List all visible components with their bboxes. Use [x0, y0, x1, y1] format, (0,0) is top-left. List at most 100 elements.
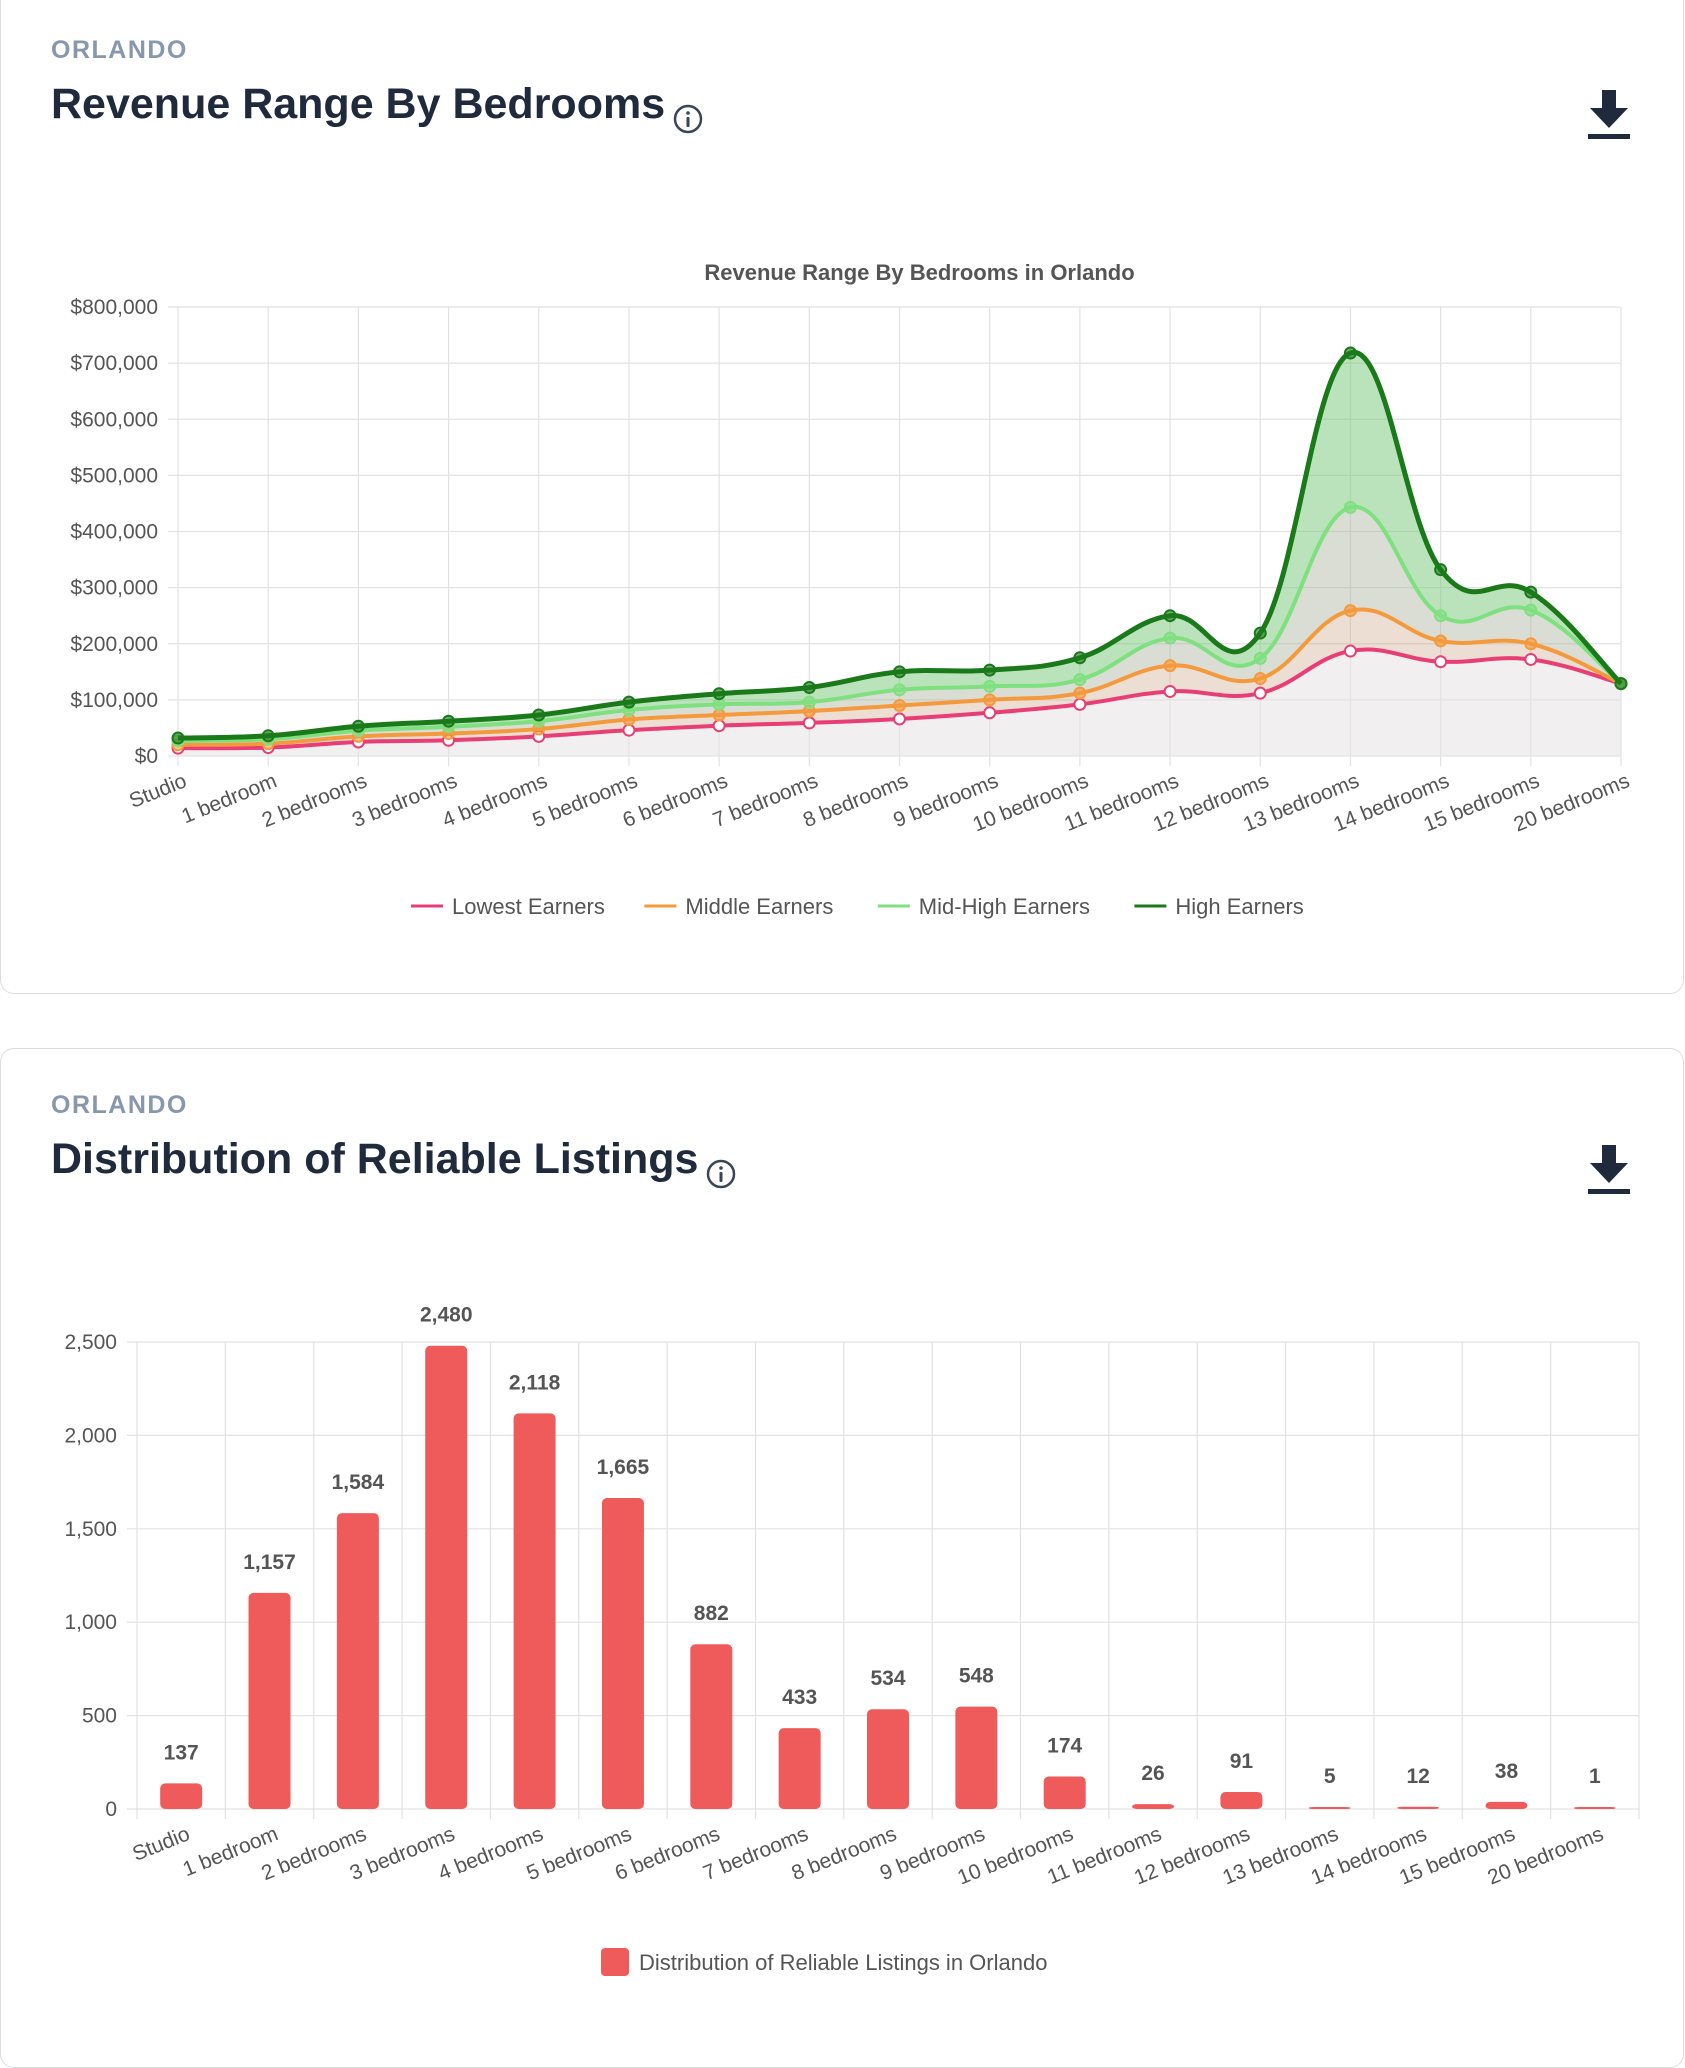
- data-point: [983, 706, 997, 720]
- y-tick-label: $700,000: [70, 352, 158, 375]
- data-label: 1: [1589, 1765, 1601, 1788]
- data-point: [1253, 672, 1267, 686]
- data-point: [712, 687, 726, 701]
- y-tick-label: 500: [82, 1705, 117, 1728]
- data-point: [1073, 651, 1087, 665]
- data-label: 174: [1047, 1734, 1082, 1757]
- city-label: ORLANDO: [51, 36, 188, 64]
- data-point: [1343, 644, 1357, 658]
- series-line: [177, 607, 1622, 747]
- data-label: 38: [1495, 1760, 1519, 1783]
- y-tick-label: $100,000: [70, 689, 158, 712]
- y-tick-label: $800,000: [70, 296, 158, 319]
- data-point: [1343, 500, 1357, 514]
- bar: [1132, 1804, 1175, 1809]
- revenue-range-chart: Revenue Range By Bedrooms in Orlando $0 $1…: [70, 260, 1632, 919]
- data-point: [1253, 651, 1267, 665]
- data-label: 5: [1324, 1765, 1336, 1788]
- bar: [1220, 1792, 1263, 1809]
- y-tick-label: 1,500: [64, 1518, 117, 1541]
- data-point: [1253, 686, 1267, 700]
- bar: [1043, 1776, 1086, 1809]
- area-fill-mid-high-earners: [178, 506, 1621, 745]
- data-point: [802, 695, 816, 709]
- data-point: [171, 731, 185, 745]
- bar: [160, 1783, 203, 1809]
- y-tick-label: 0: [105, 1798, 117, 1821]
- data-label: 1,665: [597, 1456, 650, 1479]
- data-label: 2,480: [420, 1304, 473, 1327]
- bar: [513, 1413, 556, 1809]
- data-point: [802, 681, 816, 695]
- data-label: 12: [1406, 1765, 1429, 1788]
- bar: [336, 1513, 379, 1809]
- info-circle-icon[interactable]: [706, 1159, 736, 1189]
- data-point: [1163, 684, 1177, 698]
- data-point: [1434, 609, 1448, 623]
- data-point: [351, 719, 365, 733]
- bar: [778, 1728, 821, 1809]
- bar: [1573, 1807, 1616, 1809]
- data-label: 882: [694, 1602, 729, 1625]
- y-tick-label: $300,000: [70, 577, 158, 600]
- data-label: 137: [164, 1741, 199, 1764]
- bar: [601, 1497, 644, 1809]
- y-tick-label: $0: [135, 745, 158, 768]
- bar: [955, 1706, 998, 1809]
- data-point: [1524, 603, 1538, 617]
- chart-title: Revenue Range By Bedrooms in Orlando: [704, 260, 1134, 285]
- data-point: [1073, 673, 1087, 687]
- city-label: ORLANDO: [51, 1091, 188, 1119]
- y-tick-label: $200,000: [70, 633, 158, 656]
- y-tick-label: 1,000: [64, 1611, 117, 1634]
- data-point: [1343, 604, 1357, 618]
- info-circle-icon[interactable]: [673, 104, 703, 134]
- data-label: 534: [870, 1667, 905, 1690]
- data-point: [893, 683, 906, 697]
- legend-label: Mid-High Earners: [919, 894, 1090, 919]
- data-label: 2,118: [509, 1371, 561, 1394]
- bar: [1308, 1807, 1351, 1809]
- data-point: [622, 695, 636, 709]
- data-point: [983, 679, 997, 693]
- data-point: [893, 665, 906, 679]
- data-point: [261, 729, 275, 743]
- legend-label: Lowest Earners: [452, 894, 605, 919]
- download-icon[interactable]: [1586, 90, 1632, 140]
- data-point: [1524, 637, 1538, 651]
- legend-label: High Earners: [1175, 894, 1303, 919]
- data-point: [532, 708, 546, 722]
- chart-title: Distribution of Reliable Listings: [51, 1135, 699, 1183]
- data-point: [1434, 563, 1448, 577]
- data-point: [893, 698, 906, 712]
- legend-swatch: [601, 1948, 629, 1976]
- data-point: [983, 693, 997, 707]
- download-icon[interactable]: [1586, 1145, 1632, 1195]
- area-fill-lowest-earners: [178, 649, 1621, 756]
- area-fill-high-earners: [178, 352, 1621, 741]
- bar: [425, 1345, 468, 1809]
- data-point: [1434, 655, 1448, 669]
- y-tick-label: 2,000: [64, 1424, 117, 1447]
- bar: [248, 1592, 291, 1809]
- bar: [690, 1644, 733, 1809]
- data-point: [1163, 609, 1177, 623]
- y-tick-label: $500,000: [70, 464, 158, 487]
- bar: [867, 1709, 909, 1809]
- legend-label: Distribution of Reliable Listings in Orl…: [639, 1950, 1047, 1975]
- data-label: 26: [1141, 1762, 1164, 1785]
- chart-title: Revenue Range By Bedrooms: [51, 80, 666, 128]
- data-label: 433: [782, 1686, 817, 1709]
- data-label: 548: [959, 1665, 994, 1688]
- data-point: [1073, 686, 1087, 700]
- data-label: 1,157: [243, 1551, 296, 1574]
- data-point: [983, 663, 997, 677]
- data-point: [893, 712, 906, 726]
- data-point: [1614, 677, 1628, 691]
- data-point: [1163, 631, 1177, 645]
- y-tick-label: $600,000: [70, 408, 158, 431]
- data-point: [1253, 626, 1267, 640]
- data-point: [1524, 585, 1538, 599]
- bar: [1397, 1806, 1440, 1809]
